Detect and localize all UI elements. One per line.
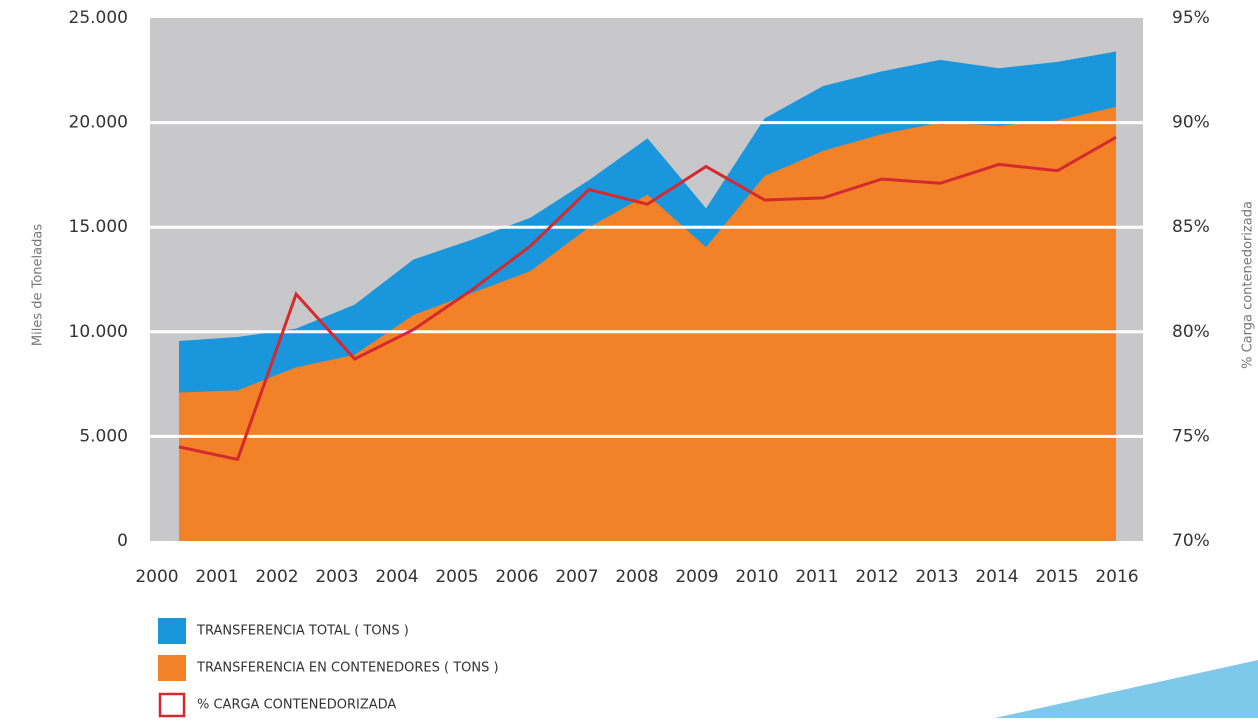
y-tick-label: 20.000 [69,113,128,133]
legend-label: TRANSFERENCIA TOTAL ( TONS ) [196,624,409,639]
y-tick-label: 25.000 [69,8,128,28]
y2-axis-title: % Carga contenedorizada [1241,201,1256,369]
x-tick-label: 2008 [615,567,658,587]
y-axis-title: Miles de Toneladas [31,224,46,346]
legend-swatch [158,618,186,644]
x-tick-label: 2016 [1095,567,1138,587]
x-tick-label: 2000 [135,567,178,587]
y-tick-label: 15.000 [69,217,128,237]
legend-swatch [158,655,186,681]
x-tick-label: 2012 [855,567,898,587]
x-tick-label: 2004 [375,567,418,587]
legend-label: % CARGA CONTENEDORIZADA [197,698,396,713]
x-tick-label: 2009 [675,567,718,587]
y2-tick-label: 90% [1172,113,1210,133]
y2-tick-label: 85% [1172,217,1210,237]
y-tick-label: 10.000 [69,322,128,342]
legend-label: TRANSFERENCIA EN CONTENEDORES ( TONS ) [196,661,499,676]
y-tick-label: 0 [117,531,128,551]
x-tick-label: 2011 [795,567,838,587]
x-tick-label: 2006 [495,567,538,587]
x-tick-label: 2005 [435,567,478,587]
line [178,135,1117,462]
decoration [995,660,1258,718]
y2-tick-label: 70% [1172,531,1210,551]
x-tick-label: 2003 [315,567,358,587]
x-tick-label: 2007 [555,567,598,587]
x-tick-label: 2002 [255,567,298,587]
x-tick-label: 2001 [195,567,238,587]
y2-tick-label: 95% [1172,8,1210,28]
y-tick-label: 5.000 [79,426,128,446]
x-tick-label: 2015 [1035,567,1078,587]
x-tick-label: 2014 [975,567,1018,587]
y2-tick-label: 75% [1172,426,1210,446]
x-tick-label: 2013 [915,567,958,587]
y2-tick-label: 80% [1172,322,1210,342]
area [179,106,1116,541]
x-tick-label: 2010 [735,567,778,587]
legend-swatch [158,692,186,718]
